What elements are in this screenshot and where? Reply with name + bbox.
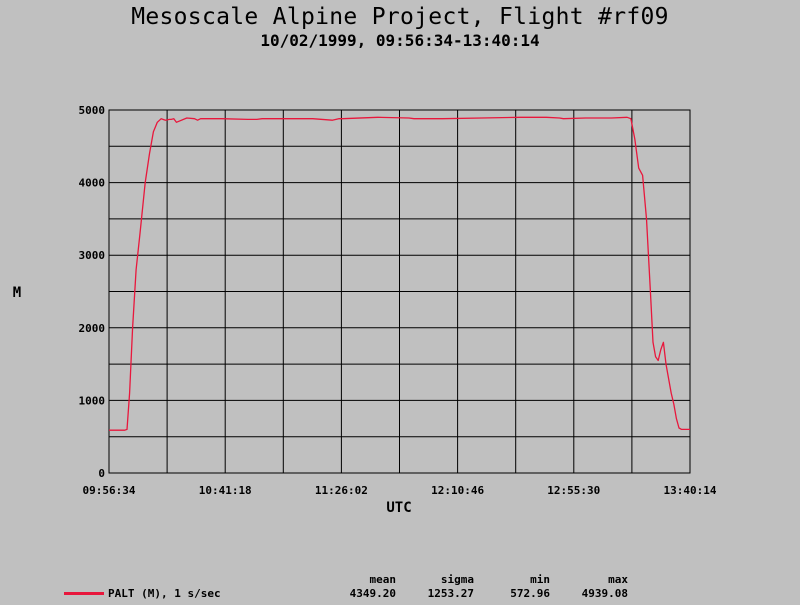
y-tick-label: 0 bbox=[98, 467, 105, 480]
x-tick-label: 09:56:34 bbox=[83, 484, 136, 497]
x-axis-label: UTC bbox=[386, 500, 411, 516]
x-tick-label: 12:55:30 bbox=[547, 484, 600, 497]
chart-subtitle: 10/02/1999, 09:56:34-13:40:14 bbox=[260, 31, 540, 50]
y-tick-label: 1000 bbox=[79, 394, 106, 407]
stats-header-max: max bbox=[608, 573, 628, 586]
y-tick-label: 4000 bbox=[79, 177, 106, 190]
y-tick-labels: 0 1000 2000 3000 4000 5000 bbox=[79, 104, 106, 480]
x-tick-label: 13:40:14 bbox=[664, 484, 717, 497]
legend-label: PALT (M), 1 s/sec bbox=[108, 587, 221, 600]
stats-value-sigma: 1253.27 bbox=[427, 587, 474, 600]
stats-header-mean: mean bbox=[369, 573, 397, 586]
y-axis-label: M bbox=[13, 285, 21, 301]
chart-title: Mesoscale Alpine Project, Flight #rf09 bbox=[131, 4, 669, 30]
stats-value-max: 4939.08 bbox=[581, 587, 628, 600]
stats-value-min: 572.96 bbox=[510, 587, 550, 600]
x-tick-label: 12:10:46 bbox=[431, 484, 484, 497]
x-tick-label: 11:26:02 bbox=[315, 484, 368, 497]
legend-swatch bbox=[64, 592, 104, 595]
series-line-palt bbox=[109, 116, 690, 431]
x-tick-labels: 09:56:34 10:41:18 11:26:02 12:10:46 12:55:30… bbox=[83, 484, 717, 497]
grid-lines bbox=[109, 110, 690, 473]
stats-value-mean: 4349.20 bbox=[349, 587, 396, 600]
series-group bbox=[109, 116, 690, 431]
y-tick-label: 2000 bbox=[79, 322, 106, 335]
stats-header-min: min bbox=[530, 573, 550, 586]
y-tick-label: 3000 bbox=[79, 249, 106, 262]
y-tick-label: 5000 bbox=[79, 104, 106, 117]
stats-header-sigma: sigma bbox=[440, 573, 474, 586]
x-tick-label: 10:41:18 bbox=[199, 484, 252, 497]
